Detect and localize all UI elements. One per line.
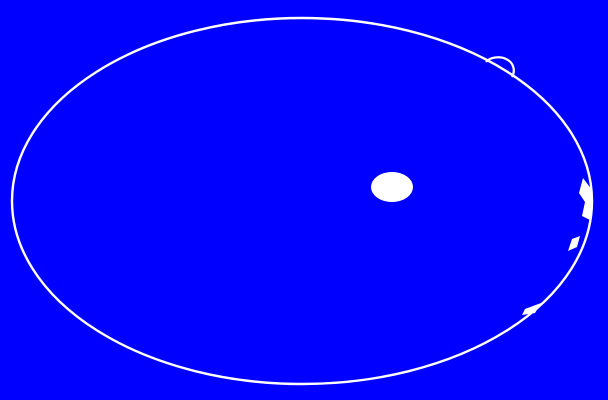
right-edge-fragment xyxy=(579,178,592,220)
right-edge-fragments xyxy=(522,178,592,315)
right-edge-fragment xyxy=(568,236,580,251)
top-right-bump xyxy=(485,56,515,78)
right-edge-fragment xyxy=(522,303,541,315)
orbit-ring xyxy=(10,16,594,386)
center-dot xyxy=(371,172,413,202)
